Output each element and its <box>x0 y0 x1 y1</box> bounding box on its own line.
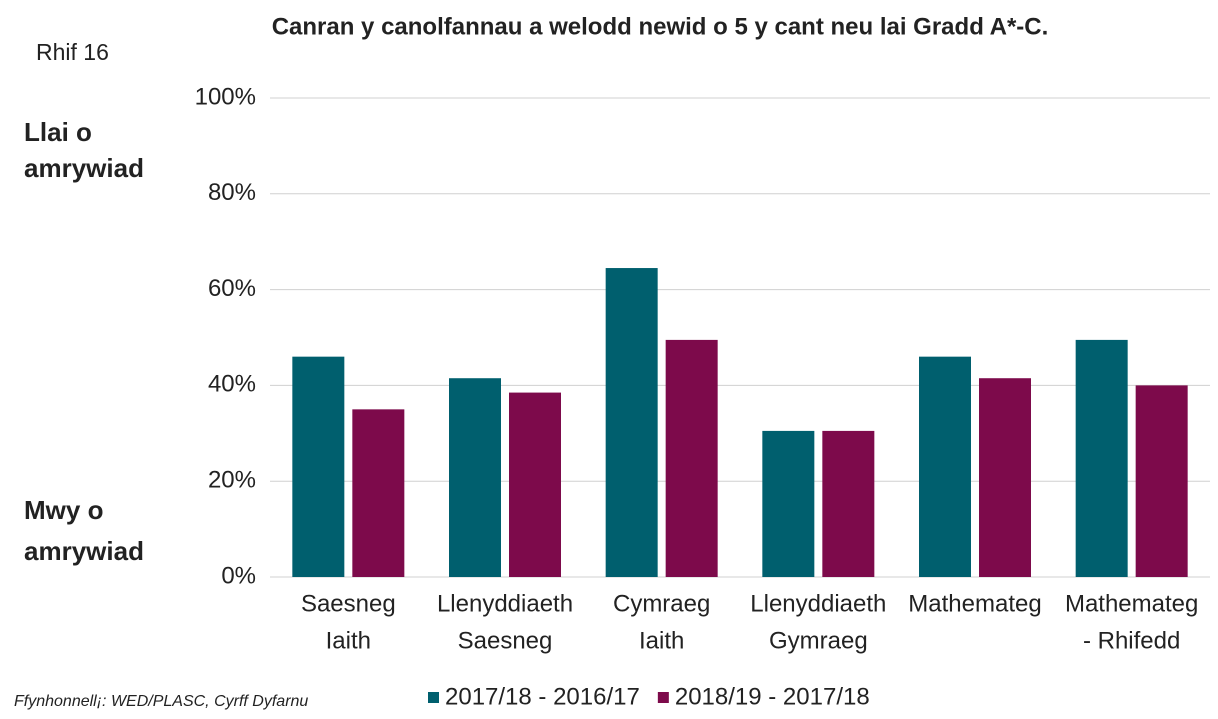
x-tick-label: Cymraeg <box>613 590 710 617</box>
bar <box>449 378 501 577</box>
x-tick-label: Iaith <box>326 627 371 654</box>
x-tick-label: Saesneg <box>301 590 396 617</box>
annotation: Mwy o <box>24 495 103 525</box>
bar <box>1135 385 1188 577</box>
figure-label: Rhif 16 <box>36 39 109 65</box>
y-tick-label: 100% <box>195 83 256 110</box>
y-tick-label: 20% <box>208 467 256 494</box>
annotation: Llai o <box>24 117 92 147</box>
y-tick-label: 0% <box>221 562 256 589</box>
bar <box>605 268 658 577</box>
chart-title: Canran y canolfannau a welodd newid o 5 … <box>272 13 1049 40</box>
x-tick-label: Saesneg <box>458 627 553 654</box>
x-tick-label: Llenyddiaeth <box>437 590 573 617</box>
bar <box>919 356 971 577</box>
bar <box>665 339 718 577</box>
x-tick-label: Llenyddiaeth <box>750 590 886 617</box>
legend-swatch <box>428 692 439 703</box>
y-tick-label: 80% <box>208 179 256 206</box>
bar <box>1075 339 1128 577</box>
y-tick-label: 40% <box>208 371 256 398</box>
x-tick-label: Gymraeg <box>769 627 868 654</box>
legend-label: 2018/19 - 2017/18 <box>675 683 870 710</box>
bar <box>822 430 875 577</box>
x-tick-label: Iaith <box>639 627 684 654</box>
bar <box>979 378 1031 577</box>
bar <box>292 356 345 577</box>
y-tick-label: 60% <box>208 275 256 302</box>
x-tick-label: Mathemateg <box>908 590 1041 617</box>
x-tick-label: - Rhifedd <box>1083 627 1180 654</box>
bar <box>352 409 405 577</box>
bar <box>509 392 561 577</box>
source-note: Ffynhonnell¡: WED/PLASC, Cyrff Dyfarnu <box>14 693 308 710</box>
annotation: amrywiad <box>24 536 144 566</box>
legend-label: 2017/18 - 2016/17 <box>445 683 640 710</box>
legend-swatch <box>657 692 669 703</box>
annotation: amrywiad <box>24 153 144 183</box>
x-tick-label: Mathemateg <box>1065 590 1198 617</box>
bar <box>762 430 815 577</box>
